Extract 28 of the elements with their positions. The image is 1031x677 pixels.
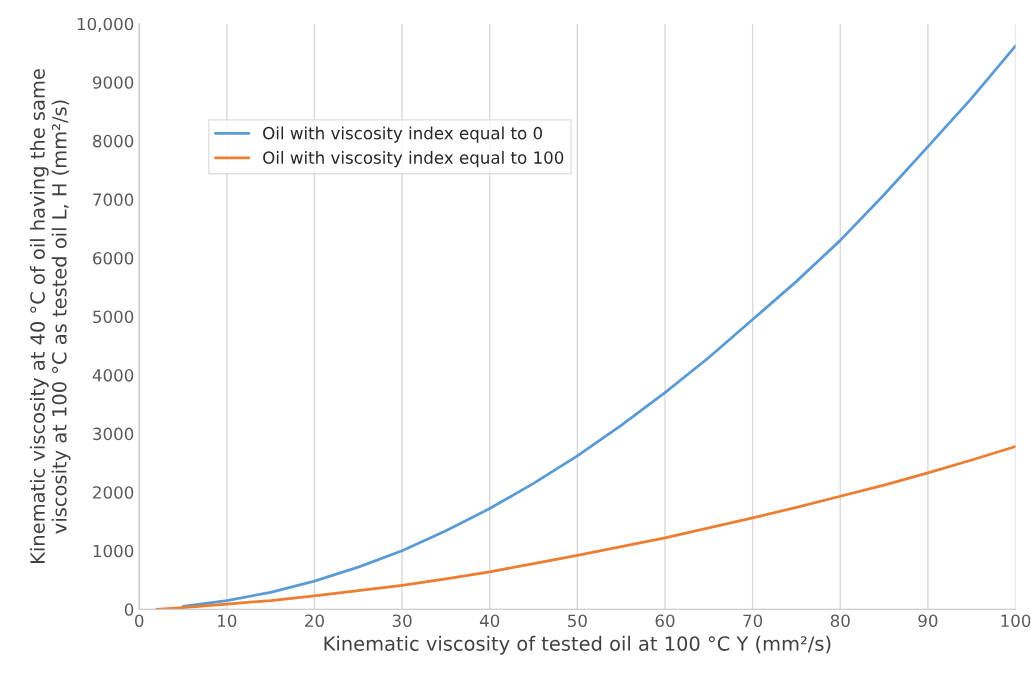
x-tick-label: 50 [568,614,587,628]
y-axis-title: Kinematic viscosity at 40 °C of oil having the same viscosity at 100 °C as tested oil L, H (mm²/s) [29,69,71,563]
y-tick-label: 1000 [93,544,134,558]
y-tick-label: 4000 [92,369,134,382]
x-tick-label: 0 [134,614,144,628]
x-tick-label: 10 [218,614,237,628]
x-tick-label: 100 [1001,614,1031,628]
y-tick-label: 5000 [93,310,134,324]
legend-label: Oil with viscosity index equal to 100 [263,151,564,168]
x-tick-label: 60 [655,614,675,628]
line-series [181,44,1016,608]
x-tick-label: 30 [392,614,412,628]
line-series [155,445,1016,610]
x-tick-label: 70 [743,614,763,628]
x-tick-label: 40 [479,614,500,628]
y-tick-label: 3000 [93,427,134,441]
x-tick-label: 20 [305,614,324,628]
y-tick-label: 10,000 [77,17,134,32]
y-tick-label: 2000 [93,486,134,499]
y-tick-label: 7000 [93,193,134,206]
y-tick-label: 9000 [92,76,134,89]
x-axis-title: Kinematic viscosity of tested oil at 100 °C Y (mm²/s) [324,635,831,655]
x-tick-label: 80 [830,614,850,628]
y-tick-label: 0 [124,603,134,616]
y-tick-label: 6000 [93,251,134,265]
legend-label: Oil with viscosity index equal to 0 [263,126,543,143]
x-tick-label: 90 [918,614,938,628]
y-tick-label: 8000 [93,134,134,148]
